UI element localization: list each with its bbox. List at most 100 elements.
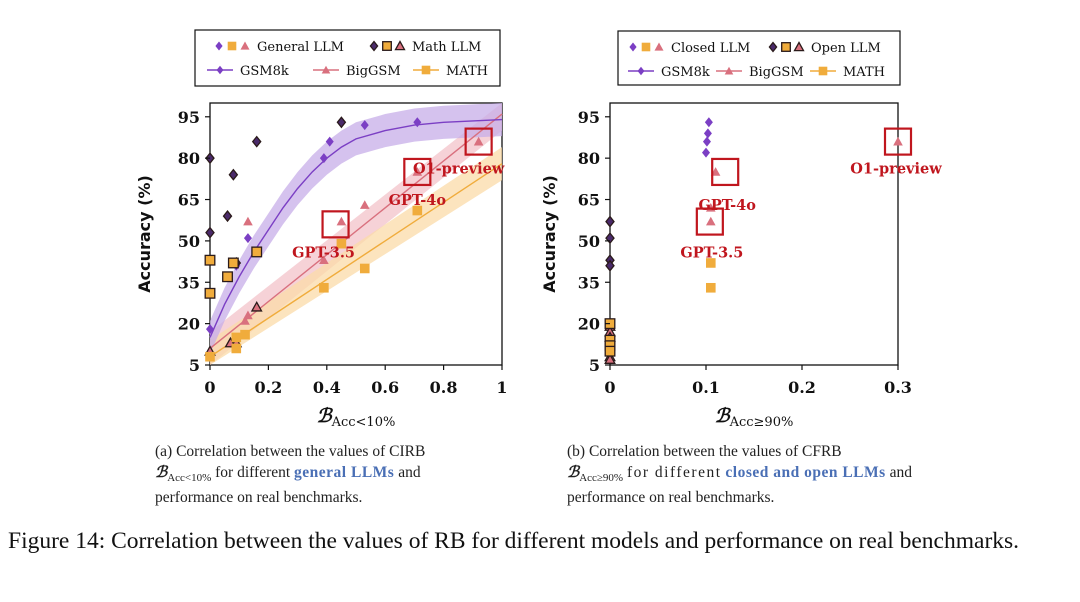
highlight-label: GPT-4o [698,197,756,214]
caption-a-highlight: general LLMs [294,464,395,481]
legend-label: MATH [843,65,885,80]
data-point-gsm8k [605,259,615,272]
caption-a-after: and [398,464,421,481]
caption-a-mid: for different [215,464,291,481]
y-tick-label: 95 [178,108,200,127]
y-tick-label: 95 [578,108,600,127]
legend-label: GSM8k [240,64,289,79]
highlight-label: GPT-3.5 [292,244,355,261]
legend-label: GSM8k [661,65,710,80]
chart-panel-a: GPT-3.5 GPT-4o O1-preview 5 20 35 50 65 80 95 0 0.2… [135,29,508,430]
y-tick-label: 35 [578,273,600,292]
data-point-math [706,258,716,268]
data-point-gsm8k [413,117,422,128]
highlight-box [883,127,913,156]
legend-label: BigGSM [749,65,804,80]
data-point-math [359,263,370,274]
caption-b-after: and performance on real benchmarks. [567,464,912,507]
data-point-math [222,271,233,283]
fit-band-math [210,147,502,365]
data-point-math [319,282,329,293]
legend-label: Closed LLM [671,41,750,56]
data-point-bigGSM [473,136,484,146]
data-point-math [227,257,239,269]
data-point-gsm8k [222,210,233,223]
y-tick-label: 80 [178,149,200,168]
highlight-box [695,207,724,236]
x-tick-label: 0 [604,378,615,397]
x-tick-label: 1 [496,378,507,397]
caption-b-sub: Acc≥90% [579,472,624,485]
fit-line-math [209,163,503,358]
data-point-math [604,345,616,357]
y-tick-label: 65 [578,191,600,210]
data-point-bigGSM [243,216,253,226]
highlight-box [403,157,432,187]
x-tick-label: 0.3 [884,378,912,397]
legend: General LLM Math LLM GSM8k BigGSM MATH [194,29,501,87]
data-point-math [251,246,263,258]
x-tick-label: 0.1 [692,378,720,397]
caption-a-end: performance on real benchmarks. [155,489,363,507]
data-point-math [231,343,242,354]
legend-marker-square [382,41,392,51]
x-tick-label: 0.4 [313,378,341,397]
legend-marker-square [227,41,237,51]
data-point-math [706,282,716,293]
caption-a-prefix: (a) Correlation between the values of CI… [155,443,426,460]
x-axis-label: ℬAcc<10% [317,405,396,430]
data-point-gsm8k [605,215,615,228]
legend-marker-bigGSM [321,65,331,74]
caption-b-prefix: (b) Correlation between the values of CF… [567,443,842,460]
legend-marker-gsm8k [637,66,645,76]
data-point-bigGSM [706,216,716,226]
data-point-gsm8k [251,135,262,148]
data-point-gsm8k [360,120,369,131]
x-tick-label: 0 [204,378,215,397]
legend-marker-diamond [629,42,637,52]
data-point-bigGSM [250,300,263,312]
data-point-bigGSM [319,255,329,265]
legend-marker-math [818,66,828,76]
highlight-box [321,210,350,239]
legend-marker-diamond [768,41,778,53]
highlight-box [711,157,740,187]
legend-marker-bigGSM [724,66,734,75]
y-tick-label: 5 [189,356,200,375]
data-point-gsm8k [336,116,347,129]
data-point-math [204,254,216,266]
data-point-gsm8k [704,117,713,128]
caption-b-symbol: ℬ [567,462,580,481]
x-tick-label: 0.8 [430,378,458,397]
data-point-gsm8k [228,168,239,181]
data-point-gsm8k [206,324,214,335]
caption-b-mid: for different [626,464,722,481]
data-point-math [231,332,242,343]
x-tick-label: 0.2 [254,378,282,397]
figure-caption: Figure 14: Correlation between the value… [8,528,1020,554]
y-axis-label: Accuracy (%) [135,175,154,293]
highlight-box [464,127,493,156]
caption-a-symbol: ℬ [155,462,168,481]
y-tick-label: 20 [178,315,200,334]
legend-marker-square [781,42,791,52]
legend-label: MATH [446,64,488,79]
y-tick-label: 50 [178,232,200,251]
y-axis-label: Accuracy (%) [540,175,559,293]
legend-marker-gsm8k [216,65,224,75]
y-tick-label: 20 [578,315,600,334]
data-point-gsm8k [205,226,215,239]
data-point-math [240,329,250,340]
x-axis-label: ℬAcc≥90% [715,405,794,430]
legend-label: Open LLM [811,41,881,56]
data-point-bigGSM [359,200,370,209]
highlight-label: O1-preview [850,161,942,178]
legend-frame [194,29,501,87]
legend-label: BigGSM [346,64,401,79]
caption-a-sub: Acc<10% [167,472,212,485]
data-point-gsm8k [703,128,712,139]
legend-label: General LLM [257,40,344,55]
y-tick-label: 50 [578,232,600,251]
data-point-math [336,238,347,249]
